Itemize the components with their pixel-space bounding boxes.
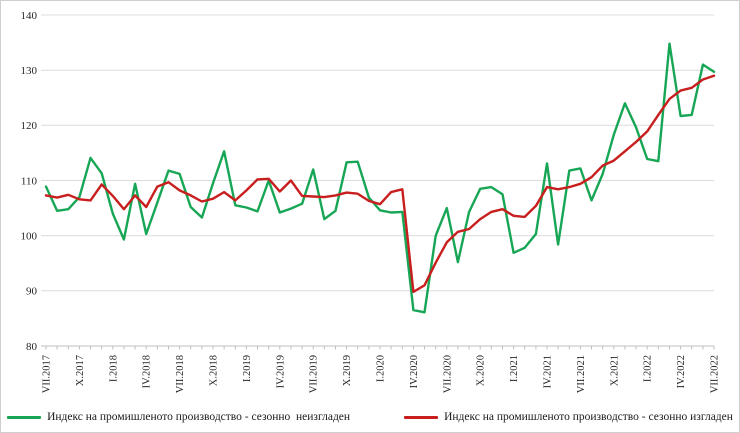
x-axis-tick-label: IV.2021 xyxy=(543,355,554,388)
x-axis-tick-label: X.2018 xyxy=(209,355,220,386)
y-axis-tick-label: 100 xyxy=(21,231,38,243)
x-axis-tick-label: VII.2021 xyxy=(576,355,587,393)
x-axis-tick-label: I.2018 xyxy=(108,355,119,382)
legend-item-adjusted: Индекс на промишленото производство - се… xyxy=(404,411,733,423)
series-line-adjusted xyxy=(44,74,716,294)
x-axis-tick-label: VII.2019 xyxy=(309,355,320,393)
y-axis-tick-label: 80 xyxy=(26,341,38,353)
y-axis-tick-label: 110 xyxy=(21,175,38,187)
y-axis-tick-label: 140 xyxy=(21,10,38,22)
x-axis-tick-label: VII.2022 xyxy=(710,355,721,393)
x-axis-tick-label: I.2019 xyxy=(242,355,253,382)
series-line-unadjusted xyxy=(44,42,716,314)
x-axis-tick-label: IV.2022 xyxy=(676,355,687,388)
x-axis-tick-label: X.2021 xyxy=(609,355,620,386)
legend-item-unadjusted: Индекс на промишленото производство - се… xyxy=(7,411,350,423)
x-axis-tick-label: IV.2019 xyxy=(275,355,286,388)
legend-line-swatch-red xyxy=(404,415,439,419)
y-axis-tick-label: 90 xyxy=(26,286,38,298)
legend-label-adjusted: Индекс на промишленото производство - се… xyxy=(444,411,733,423)
x-axis-tick-label: IV.2018 xyxy=(142,355,153,388)
x-axis-tick-label: VII.2017 xyxy=(42,355,53,393)
y-axis-tick-label: 130 xyxy=(21,65,38,77)
x-axis-tick-label: IV.2020 xyxy=(409,355,420,388)
x-axis-tick-label: X.2020 xyxy=(476,355,487,386)
x-axis-tick-label: I.2021 xyxy=(509,355,520,382)
x-axis-tick-label: X.2017 xyxy=(75,355,86,386)
x-axis-tick-label: VII.2020 xyxy=(442,355,453,393)
chart-legend: Индекс на промишленото производство - се… xyxy=(1,411,739,423)
x-axis-tick-label: VII.2018 xyxy=(175,355,186,393)
x-axis-tick-label: I.2020 xyxy=(376,355,387,382)
y-axis-tick-label: 120 xyxy=(21,120,38,132)
legend-label-unadjusted: Индекс на промишленото производство - се… xyxy=(47,411,351,423)
legend-line-swatch-green xyxy=(7,415,42,419)
x-axis-tick-label: I.2022 xyxy=(643,355,654,382)
x-axis-tick-label: X.2019 xyxy=(342,355,353,386)
